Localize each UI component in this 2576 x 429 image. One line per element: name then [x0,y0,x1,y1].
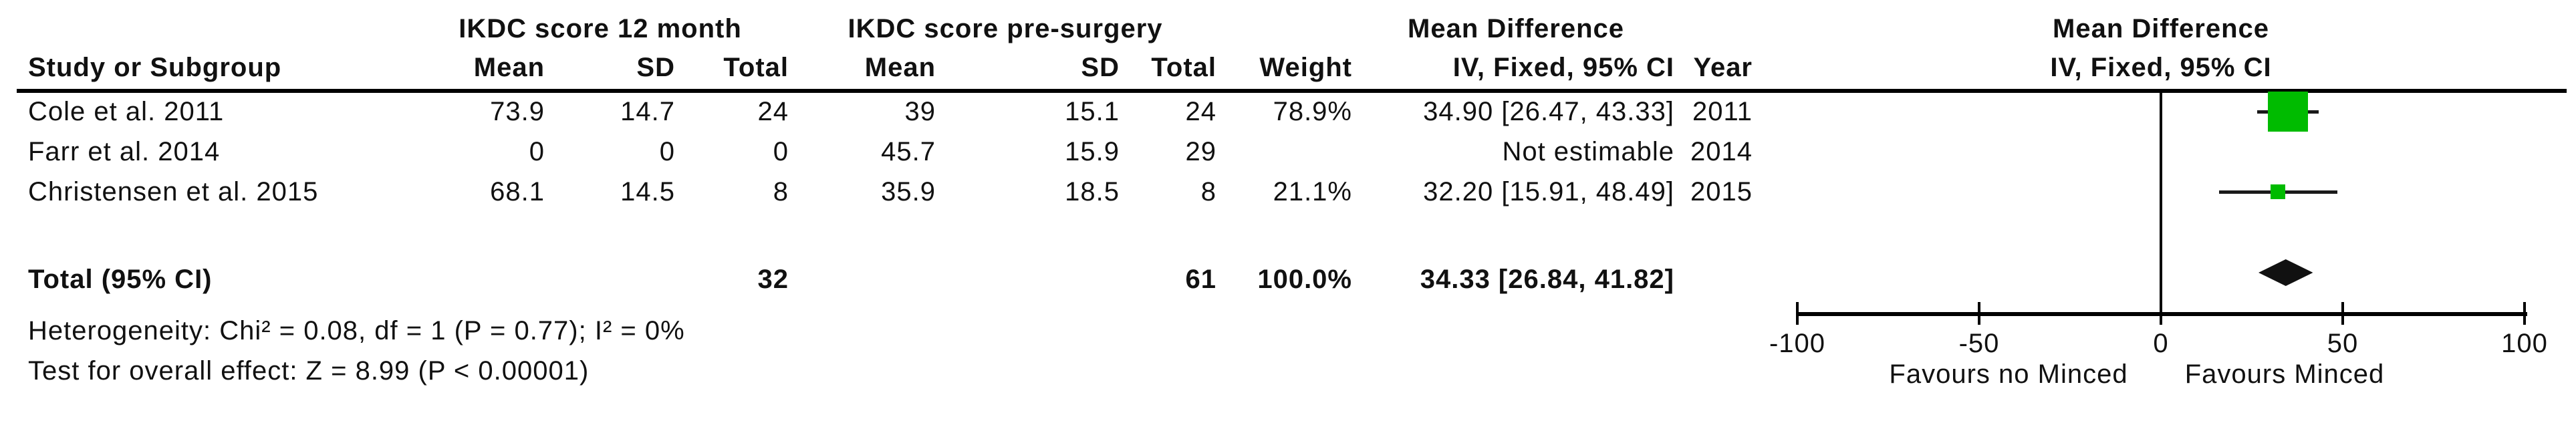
x-axis-tick [2341,302,2344,325]
sd2-cell: 15.9 [1065,137,1120,166]
mean2-cell: 35.9 [881,177,936,206]
weight-column-header: Weight [1259,53,1352,82]
x-axis-tick [2160,302,2162,325]
x-axis-tick [2523,302,2526,325]
x-axis-tick [1796,302,1799,325]
zero-line [2160,93,2162,314]
total2-cell: 24 [1185,97,1216,126]
study-marker-square [2271,184,2286,199]
sd2-cell: 15.1 [1065,97,1120,126]
sd1-cell: 0 [659,137,675,166]
year-cell: 2015 [1690,177,1753,206]
ci-cell: 34.90 [26.47, 43.33] [1423,97,1674,126]
mean1-column-header: Mean [473,53,545,82]
total2-cell: 29 [1185,137,1216,166]
sd1-cell: 14.5 [620,177,675,206]
x-axis-tick [1978,302,1980,325]
total-label: Total (95% CI) [28,265,213,294]
mean2-cell: 39 [904,97,936,126]
x-tick-label: -50 [1958,329,2000,358]
study-name-cell: Christensen et al. 2015 [28,177,319,206]
x-tick-label: 100 [2501,329,2548,358]
total2-column-header: Total [1151,53,1216,82]
group2-header: IKDC score pre-surgery [848,14,1163,43]
favours-left-label: Favours no Minced [1889,360,2128,389]
total2-cell: 8 [1200,177,1216,206]
favours-right-label: Favours Minced [2184,360,2385,389]
year-cell: 2011 [1692,97,1753,126]
year-cell: 2014 [1690,137,1753,166]
total-total2-cell: 61 [1185,265,1216,294]
ci-cell: Not estimable [1502,137,1674,166]
mean2-cell: 45.7 [881,137,936,166]
sd1-cell: 14.7 [620,97,675,126]
study-name-cell: Cole et al. 2011 [28,97,225,126]
sd1-column-header: SD [636,53,675,82]
weight-cell: 21.1% [1273,177,1352,206]
mean1-cell: 68.1 [490,177,545,206]
plot-subheader: IV, Fixed, 95% CI [2050,53,2272,82]
study-name-cell: Farr et al. 2014 [28,137,221,166]
header-rule [17,89,2567,93]
x-tick-label: 0 [2153,329,2169,358]
heterogeneity-text: Heterogeneity: Chi² = 0.08, df = 1 (P = … [28,316,685,345]
year-column-header: Year [1693,53,1753,82]
total-diamond [2259,259,2313,286]
total-ci-cell: 34.33 [26.84, 41.82] [1420,265,1674,294]
x-tick-label: -100 [1769,329,1826,358]
total1-cell: 24 [757,97,789,126]
total1-cell: 0 [773,137,789,166]
total1-cell: 8 [773,177,789,206]
overall-effect-text: Test for overall effect: Z = 8.99 (P < 0… [28,356,590,386]
x-tick-label: 50 [2327,329,2359,358]
sd2-cell: 18.5 [1065,177,1120,206]
mean1-cell: 0 [529,137,545,166]
md-subheader: IV, Fixed, 95% CI [1452,53,1674,82]
ci-cell: 32.20 [15.91, 48.49] [1423,177,1674,206]
md-header: Mean Difference [1408,14,1624,43]
mean2-column-header: Mean [864,53,936,82]
total-weight-cell: 100.0% [1257,265,1352,294]
sd2-column-header: SD [1081,53,1120,82]
weight-cell: 78.9% [1273,97,1352,126]
plot-header: Mean Difference [2053,14,2269,43]
total-total1-cell: 32 [757,265,789,294]
group1-header: IKDC score 12 month [459,14,742,43]
total1-column-header: Total [723,53,789,82]
study-column-header: Study or Subgroup [28,53,282,82]
mean1-cell: 73.9 [490,97,545,126]
study-marker-square [2267,92,2308,132]
